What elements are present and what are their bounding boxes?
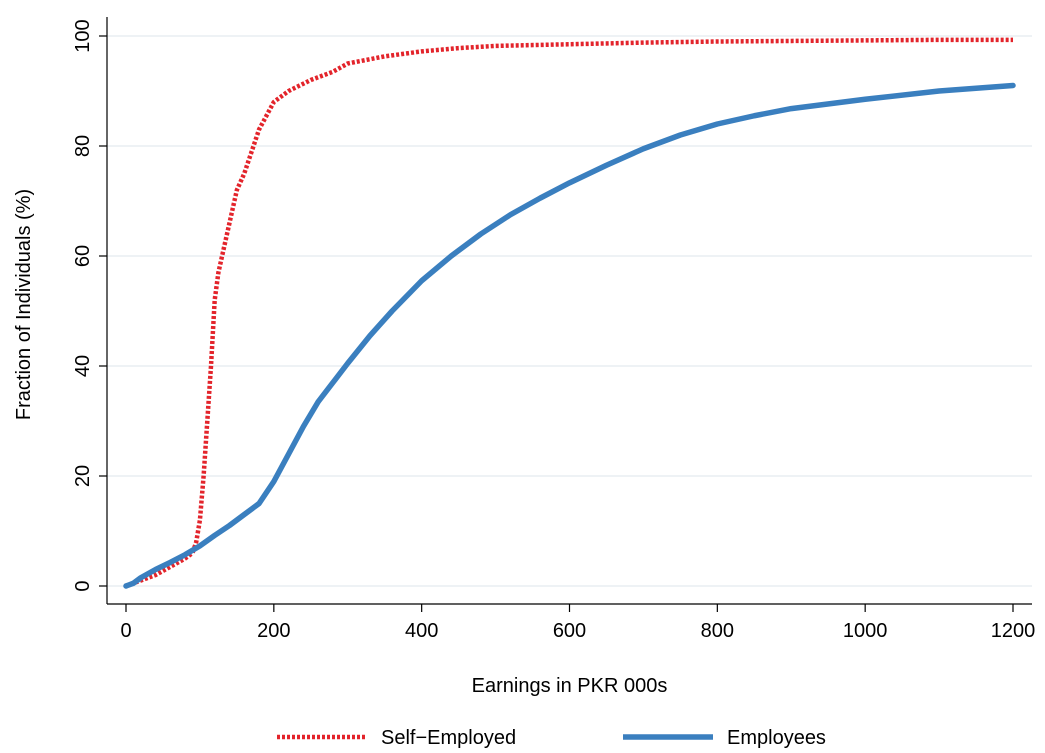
- y-tick-label: 80: [72, 135, 94, 157]
- y-tick-label: 20: [72, 465, 94, 487]
- gridlines: [107, 35, 1032, 587]
- y-tick-label: 100: [72, 19, 94, 52]
- series-layer: [123, 37, 1016, 589]
- x-tick-label: 200: [257, 620, 290, 642]
- series-line-employees: [123, 82, 1016, 589]
- x-tick-label: 1200: [991, 620, 1036, 642]
- x-tick-label: 1000: [843, 620, 888, 642]
- legend: Self−Employed Employees: [277, 727, 826, 749]
- x-axis-title: Earnings in PKR 000s: [472, 675, 668, 697]
- x-tick-label: 800: [701, 620, 734, 642]
- y-axis-title: Fraction of Individuals (%): [13, 189, 35, 420]
- y-tick-label: 0: [72, 580, 94, 591]
- legend-label: Self−Employed: [381, 727, 516, 749]
- x-tick-label: 0: [120, 620, 131, 642]
- x-tick-label: 400: [405, 620, 438, 642]
- x-tick-label: 600: [553, 620, 586, 642]
- y-tick-label: 40: [72, 355, 94, 377]
- y-tick-label: 60: [72, 245, 94, 267]
- legend-label: Employees: [727, 727, 826, 749]
